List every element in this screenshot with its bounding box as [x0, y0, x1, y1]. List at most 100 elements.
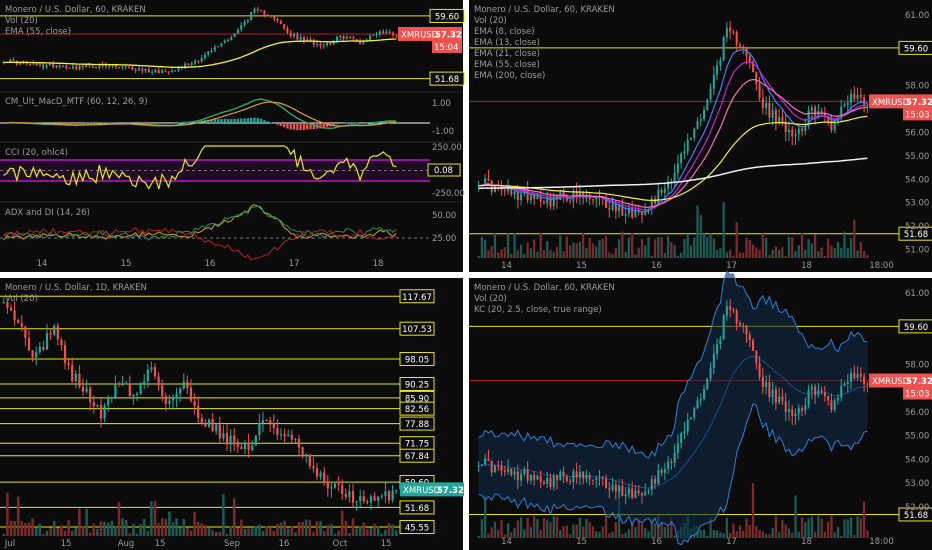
volume-bar: [477, 535, 480, 538]
candle-body: [309, 39, 312, 41]
candle-body: [618, 205, 621, 211]
candle-body: [490, 460, 493, 473]
candle-body: [752, 61, 755, 73]
price-tag-value: 57.32: [906, 377, 932, 387]
candle-body: [58, 65, 61, 67]
candle-body: [696, 121, 699, 129]
level-tag: [429, 8, 465, 23]
volume-bar: [601, 238, 604, 258]
candle-body: [31, 350, 34, 358]
volume-bar: [286, 528, 290, 536]
candle-body: [283, 434, 286, 437]
candle-body: [745, 326, 748, 335]
volume-bar: [862, 501, 866, 538]
candle-body: [332, 42, 335, 44]
candle-body: [526, 469, 529, 481]
volume-bar: [178, 527, 182, 536]
candle-body: [333, 483, 337, 488]
panel-top-left[interactable]: 59.60 51.68 Monero / U.S. Dollar, 60, KRA…: [0, 0, 465, 272]
candle-body: [853, 93, 856, 99]
ema-13-line: [478, 61, 868, 211]
candle-body: [75, 66, 78, 70]
x-tick-label: 16: [205, 259, 216, 269]
candle-body: [218, 424, 221, 439]
candle-body: [781, 117, 784, 122]
volume-bar: [319, 521, 322, 536]
macd-hist-bar: [75, 123, 78, 124]
volume-bar: [526, 517, 529, 538]
candle-body: [657, 470, 660, 484]
candle-body: [510, 188, 513, 195]
candle-body: [650, 478, 653, 490]
macd-hist-bar: [88, 122, 91, 124]
candle-body: [213, 46, 216, 51]
volume-bar: [631, 521, 634, 538]
candle-body: [778, 396, 781, 403]
candle-body: [657, 189, 660, 204]
di-minus-line: [3, 227, 397, 261]
candle-body: [190, 63, 193, 65]
candle-body: [487, 178, 490, 181]
volume-bar: [506, 523, 510, 538]
level-1-label: 107.53: [402, 325, 432, 335]
level-label: 51.68: [904, 511, 928, 521]
volume-bar: [565, 236, 568, 258]
candle-body: [719, 339, 722, 345]
volume-bar: [706, 535, 709, 538]
volume-bar: [562, 251, 565, 258]
candle-body: [546, 197, 549, 204]
macd-hist-bar: [342, 122, 345, 124]
candle-body: [125, 383, 128, 385]
y-tick-label: 53.00: [905, 199, 929, 209]
adx-line: [3, 204, 397, 241]
candle-body: [253, 9, 256, 13]
candle-body: [582, 471, 585, 479]
panel-top-right[interactable]: 59.60 51.68 Monero / U.S. Dollar, 60, KRA…: [469, 0, 932, 272]
candle-body: [323, 472, 326, 482]
candle-body: [157, 69, 160, 74]
volume-bar: [807, 518, 810, 538]
x-tick-label: 15: [381, 539, 392, 549]
volume-bar: [853, 534, 856, 538]
volume-bar: [49, 527, 52, 536]
volume-bar: [849, 517, 853, 538]
x-tick-label: 17: [289, 259, 300, 269]
candle-body: [254, 435, 257, 446]
candle-body: [95, 67, 98, 69]
volume-bar: [529, 527, 533, 538]
candle-body: [624, 213, 627, 216]
candle-body: [261, 420, 265, 424]
volume-bar: [358, 526, 362, 536]
volume-bar: [487, 533, 490, 538]
macd-hist-bar: [210, 119, 213, 123]
candle-body: [850, 93, 853, 103]
adx-legend: ADX and DI (14, 26): [5, 208, 90, 218]
candle-body: [614, 204, 617, 211]
volume-bar: [387, 523, 391, 536]
macd-hist-bar: [236, 118, 240, 123]
candle-body: [850, 372, 853, 382]
candle-body: [804, 405, 807, 411]
volume-bar: [787, 236, 791, 258]
x-tick-label: 15: [576, 261, 587, 271]
candle-body: [171, 398, 175, 401]
candle-body: [533, 474, 536, 480]
countdown-label: 15:03: [905, 110, 930, 120]
candle-body: [359, 496, 362, 502]
candle-body: [477, 465, 480, 467]
panel-bottom-right[interactable]: 59.60 51.68 Monero / U.S. Dollar, 60, KRA…: [469, 270, 932, 550]
countdown-label: 15:04: [434, 43, 459, 53]
candle-body: [391, 490, 394, 501]
candle-body: [272, 423, 275, 429]
candle-body: [197, 61, 200, 63]
countdown-box: [903, 387, 932, 400]
candle-body: [507, 188, 510, 192]
candle-body: [725, 306, 728, 316]
volume-bar: [276, 523, 279, 536]
volume-bar: [490, 246, 493, 258]
volume-bar: [355, 528, 358, 536]
candle-body: [699, 398, 702, 401]
